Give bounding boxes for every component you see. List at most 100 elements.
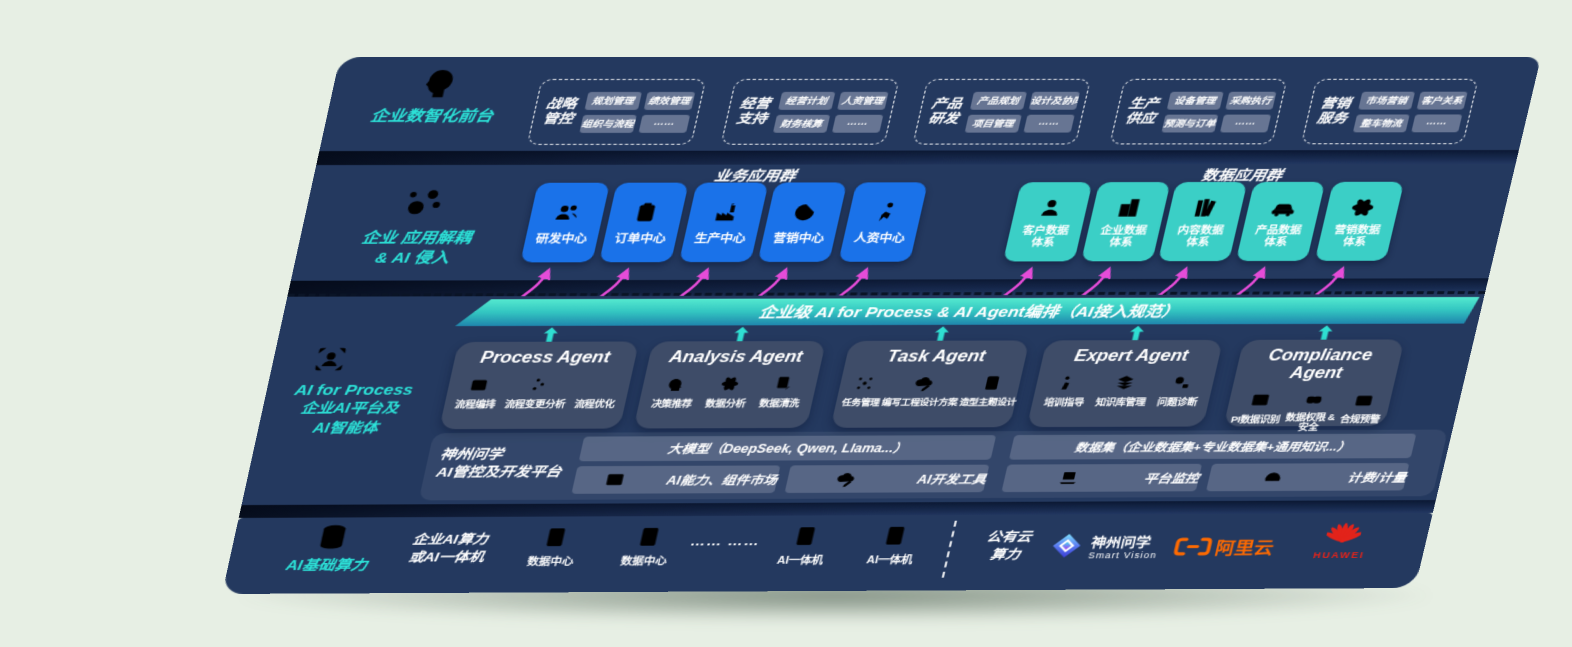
- server-icon: [788, 523, 824, 549]
- doc-clean-icon: [770, 374, 798, 394]
- factory-icon: [708, 199, 744, 225]
- head-gear-icon: [662, 374, 690, 394]
- dashed-divider: [941, 520, 958, 578]
- node-ai-appliance: AI一体机: [852, 523, 935, 567]
- agent-capability: 数据分析: [704, 374, 752, 410]
- teach-icon: [1055, 373, 1082, 393]
- monitor-bar: 平台监控: [1001, 463, 1203, 493]
- agent-capability: 任务管理: [841, 373, 887, 408]
- atom-icon: [1345, 194, 1381, 220]
- domain-chip: 经营计划: [778, 91, 836, 110]
- agent-capability: 流程优化: [573, 374, 621, 410]
- capability-market-bar: AI能力、组件市场: [571, 465, 781, 494]
- agent-capability: 知识库管理: [1094, 373, 1152, 409]
- public-cloud-label: 公有云 算力: [985, 529, 1034, 562]
- data-box-marketing: 营销数据 体系: [1314, 181, 1405, 261]
- smartvision-logo: 神州问学 Smart Vision: [1046, 531, 1162, 561]
- domain-chip: 组织与流程: [579, 114, 637, 133]
- agent-capability: 培训指导: [1043, 373, 1091, 409]
- domain-chip: 采购执行: [1225, 91, 1277, 110]
- domain-group-strategy: 战略管控 规划管理 绩效管理 组织与流程 ……: [526, 78, 707, 145]
- brain-head-icon: [414, 65, 464, 101]
- id-card-icon: [1246, 390, 1273, 410]
- domain-chip: ……: [1219, 114, 1272, 132]
- domain-group-title: 战略管控: [541, 96, 579, 126]
- domain-chip: 设计及协同: [1028, 91, 1081, 110]
- app-box-order-center: 订单中心: [599, 182, 689, 263]
- huawei-flower-icon: [1323, 522, 1364, 544]
- atom-icon: [716, 374, 744, 394]
- tablet-check-icon: [978, 373, 1005, 393]
- agent-capability: 问题诊断: [1156, 372, 1204, 408]
- link-shield-icon: [1301, 390, 1328, 410]
- domain-chip: ……: [638, 114, 691, 133]
- window-gear-icon: [601, 470, 629, 490]
- domain-chip: 客户关系: [1416, 91, 1468, 110]
- domain-group-marketing: 营销服务 市场营销 客户关系 整车物流 ……: [1300, 78, 1479, 145]
- app-box-marketing-center: 营销中心: [757, 182, 848, 262]
- agent-capability: 合规预警: [1339, 390, 1387, 425]
- target-icon: [787, 199, 823, 225]
- app-box-hr-center: 人资中心: [838, 182, 928, 262]
- agent-card-compliance: Compliance Agent PI数据识别 数据权限 & 安全 合规预警: [1223, 339, 1405, 432]
- dataset-bar: 数据集（企业数据集+专业数据集+通用知识...）: [1008, 433, 1417, 460]
- data-box-product: 产品数据 体系: [1235, 181, 1326, 262]
- flow-box-icon: [466, 375, 494, 395]
- data-box-enterprise: 企业数据 体系: [1081, 182, 1171, 262]
- domain-chip: ……: [831, 114, 884, 133]
- agent-card-process: Process Agent 流程编排 流程变更分析 流程优化: [439, 341, 640, 430]
- agent-capability: 数据清洗: [758, 374, 806, 410]
- aliyun-logo: 阿里云: [1172, 534, 1277, 559]
- smartvision-diamond-icon: [1052, 533, 1081, 558]
- band-divider: [316, 150, 1519, 166]
- billing-bar: 计费/计量: [1205, 463, 1410, 492]
- data-box-content: 内容数据 体系: [1157, 181, 1248, 262]
- front-office-label: 企业数智化前台: [368, 107, 495, 126]
- grid-task-icon: [851, 373, 879, 393]
- domain-chip: 整车物流: [1353, 113, 1410, 132]
- domain-chip: 产品规划: [970, 91, 1027, 110]
- ai-devops-platform: 神州问学 AI管控及开发平台 大模型（DeepSeek, Qwen, Llama…: [418, 429, 1449, 501]
- agent-capability: PI数据识别: [1230, 390, 1287, 426]
- domain-chip: 预测与订单: [1161, 114, 1219, 132]
- devtools-bar: AI开发工具: [784, 464, 990, 493]
- domain-chip: 绩效管理: [643, 91, 696, 110]
- app-decouple-label-cluster: 企业 应用解耦 & AI 侵入: [311, 183, 528, 269]
- huawei-logo: HUAWEI: [1301, 521, 1383, 560]
- clipboard-icon: [628, 199, 664, 225]
- domain-chip: 市场营销: [1358, 91, 1415, 110]
- app-box-production-center: 生产中心: [678, 182, 769, 263]
- node-datacenter: 数据中心: [606, 524, 689, 568]
- domain-chip: 财务核算: [773, 114, 830, 133]
- server-icon: [631, 524, 667, 550]
- aliyun-bracket-icon: [1173, 537, 1214, 556]
- diagnose-icon: [1168, 372, 1195, 392]
- domain-group-title: 生产供应: [1123, 95, 1161, 126]
- domain-chip: 人资管理: [836, 91, 889, 110]
- inbox-alert-icon: [1351, 390, 1378, 410]
- front-office-label-cluster: 企业数智化前台: [342, 65, 530, 126]
- domain-chip: ……: [1410, 113, 1463, 132]
- domain-group-production: 生产供应 设备管理 采购执行 预测与订单 ……: [1109, 78, 1288, 145]
- ai-orchestration-band: 企业级 AI for Process & AI Agent编排（AI接入规范）: [455, 297, 1479, 326]
- agent-capability: 编写工程设计方案: [881, 373, 964, 408]
- infrastructure-band: AI基础算力 企业AI算力 或AI一体机 数据中心 数据中心 …… …… AI一…: [221, 512, 1433, 594]
- layers-icon: [1111, 373, 1138, 393]
- domain-group-title: 营销服务: [1315, 95, 1353, 126]
- molecule-icon: [393, 183, 454, 227]
- cloud-pen-icon: [833, 469, 860, 489]
- domain-group-operation: 经营支持 经营计划 人资管理 财务核算 ……: [720, 78, 900, 145]
- user-icon: [1033, 195, 1069, 221]
- front-office-band: 企业数智化前台 战略管控 规划管理 绩效管理 组织与流程 …… 经营支持 经营计…: [319, 57, 1541, 152]
- building-icon: [1111, 194, 1147, 220]
- people-icon: [549, 199, 585, 225]
- agent-capability: 流程变更分析: [503, 374, 571, 410]
- server-icon: [877, 523, 913, 549]
- enterprise-compute-label: 企业AI算力 或AI一体机: [407, 531, 490, 565]
- platform-name: 神州问学 AI管控及开发平台: [434, 446, 563, 480]
- ai-platform-label: AI for Process 企业AI平台及 AI智能体: [292, 381, 415, 436]
- laptop-chart-icon: [1055, 468, 1082, 488]
- person-focus-icon: [307, 342, 354, 376]
- agent-capability: 决策推荐: [650, 374, 698, 410]
